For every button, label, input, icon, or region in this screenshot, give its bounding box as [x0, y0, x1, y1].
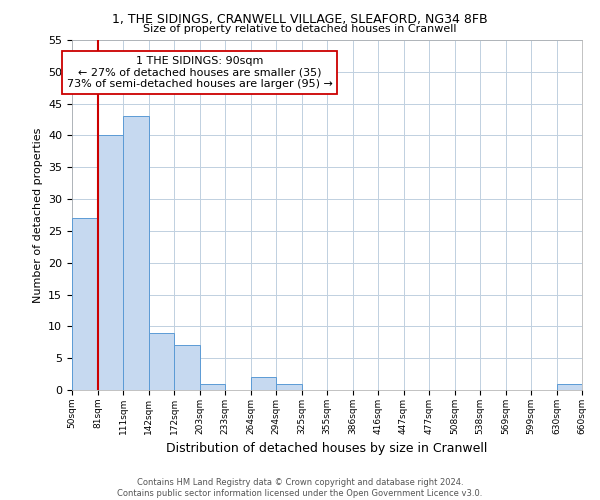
- Bar: [72, 218, 97, 390]
- Bar: [199, 384, 225, 390]
- Text: 1 THE SIDINGS: 90sqm
← 27% of detached houses are smaller (35)
73% of semi-detac: 1 THE SIDINGS: 90sqm ← 27% of detached h…: [67, 56, 332, 89]
- Bar: [276, 384, 302, 390]
- Bar: [123, 116, 149, 390]
- Text: Size of property relative to detached houses in Cranwell: Size of property relative to detached ho…: [143, 24, 457, 34]
- Y-axis label: Number of detached properties: Number of detached properties: [32, 128, 43, 302]
- Bar: [174, 346, 199, 390]
- Text: Contains HM Land Registry data © Crown copyright and database right 2024.
Contai: Contains HM Land Registry data © Crown c…: [118, 478, 482, 498]
- Text: 1, THE SIDINGS, CRANWELL VILLAGE, SLEAFORD, NG34 8FB: 1, THE SIDINGS, CRANWELL VILLAGE, SLEAFO…: [112, 12, 488, 26]
- Bar: [251, 378, 276, 390]
- Bar: [97, 136, 123, 390]
- X-axis label: Distribution of detached houses by size in Cranwell: Distribution of detached houses by size …: [166, 442, 488, 456]
- Bar: [149, 332, 174, 390]
- Bar: [557, 384, 582, 390]
